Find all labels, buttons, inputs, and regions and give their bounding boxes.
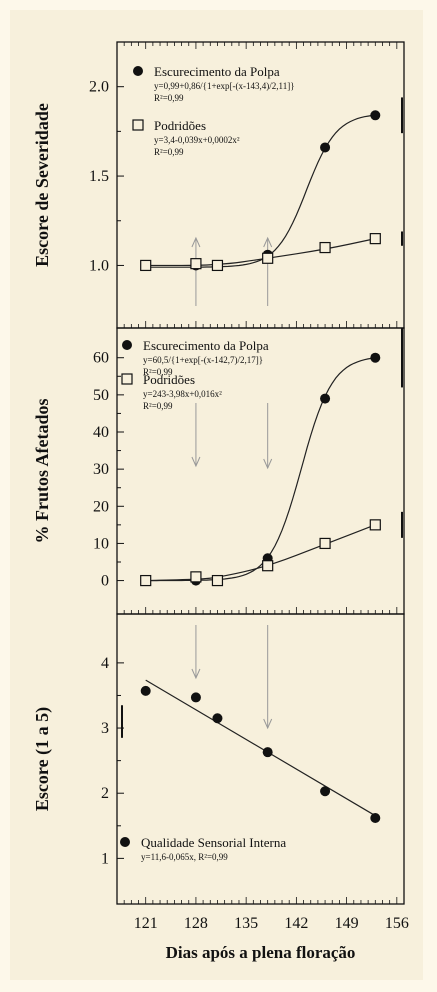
legend-equation: y=3,4-0,039x+0,0002x² [154, 135, 240, 145]
legend-r2: R²=0,99 [154, 93, 184, 103]
fit-curve [145, 357, 376, 582]
y-tick-label: 1 [101, 850, 109, 867]
legend-equation: y=60,5/{1+exp[-(x-142,7)/2,17]} [143, 355, 263, 365]
x-tick-label: 128 [184, 915, 208, 932]
legend-series-name: Qualidade Sensorial Interna [141, 835, 286, 850]
legend-r2: R²=0,99 [154, 147, 184, 157]
y-tick-label: 2.0 [89, 79, 109, 96]
arrow-head [263, 236, 273, 248]
y-axis-label: Escore de Severidade [32, 103, 52, 267]
data-point [320, 786, 331, 797]
y-tick-label: 20 [93, 498, 109, 515]
legend-marker [121, 373, 133, 385]
fit-curve [145, 679, 376, 817]
legend-series-name: Podridões [154, 118, 206, 133]
data-point [140, 259, 152, 272]
y-tick-label: 30 [93, 461, 109, 478]
data-point [320, 393, 331, 404]
legend-equation: y=243-3,98x+0,016x² [143, 389, 222, 399]
data-point [370, 812, 381, 823]
fit-curve [145, 524, 376, 582]
x-tick-label: 135 [234, 915, 258, 932]
data-point [262, 747, 273, 758]
y-tick-label: 1.5 [89, 168, 109, 185]
legend-r2: R²=0,99 [143, 401, 173, 411]
data-point [190, 692, 201, 703]
y-tick-label: 3 [101, 720, 109, 737]
data-point [211, 259, 224, 272]
x-tick-label: 149 [335, 915, 359, 932]
chart-svg: 1.0 1.5 2.0 Escore de Severidade Escurecimen… [32, 41, 409, 962]
data-point [212, 713, 223, 724]
figure-frame: 1.0 1.5 2.0 Escore de Severidade Escurecimen… [10, 10, 423, 980]
data-point [211, 574, 224, 587]
arrow-head [191, 456, 201, 468]
data-point [370, 110, 381, 121]
legend-r2: R²=0,99 [143, 367, 173, 377]
y-tick-label: 50 [93, 387, 109, 404]
arrow-head [263, 718, 273, 730]
legend-marker [132, 119, 144, 131]
data-point [369, 519, 381, 531]
legend-series-name: Podridões [143, 372, 195, 387]
data-point [140, 574, 152, 587]
data-point [319, 537, 331, 550]
x-tick-label: 142 [284, 915, 308, 932]
data-point [262, 560, 274, 572]
data-point [262, 252, 274, 264]
y-tick-label: 4 [101, 655, 109, 672]
legend-series-name: Escurecimento da Polpa [143, 338, 269, 353]
x-tick-label: 156 [385, 915, 409, 932]
arrow-head [191, 668, 201, 680]
data-point [190, 571, 202, 583]
y-tick-label: 0 [101, 573, 109, 590]
y-tick-label: 40 [93, 424, 109, 441]
y-axis-label: Escore (1 a 5) [32, 707, 53, 811]
legend-marker [120, 837, 130, 847]
y-tick-label: 60 [93, 350, 109, 367]
legend-equation: y=11,6-0,065x, R²=0,99 [141, 852, 228, 862]
data-point [369, 233, 381, 245]
x-tick-label: 121 [134, 915, 158, 932]
data-point [140, 685, 151, 696]
data-point [319, 241, 331, 254]
arrow-head [263, 458, 273, 470]
arrow-head [191, 236, 201, 248]
legend-equation: y=0,99+0,86/{1+exp[-(x-143,4)/2,11]} [154, 81, 295, 91]
fit-curve [145, 238, 376, 267]
y-tick-label: 10 [93, 535, 109, 552]
fit-curve [145, 114, 376, 268]
data-point [370, 352, 381, 363]
legend-marker [122, 340, 132, 350]
data-point [320, 142, 331, 153]
x-axis-label: Dias após a plena floração [166, 943, 356, 962]
data-point [190, 258, 202, 270]
y-tick-label: 1.0 [89, 257, 109, 274]
legend-marker [133, 66, 143, 76]
legend-series-name: Escurecimento da Polpa [154, 64, 280, 79]
y-tick-label: 2 [101, 785, 109, 802]
y-axis-label: % Frutos Afetados [32, 399, 52, 544]
